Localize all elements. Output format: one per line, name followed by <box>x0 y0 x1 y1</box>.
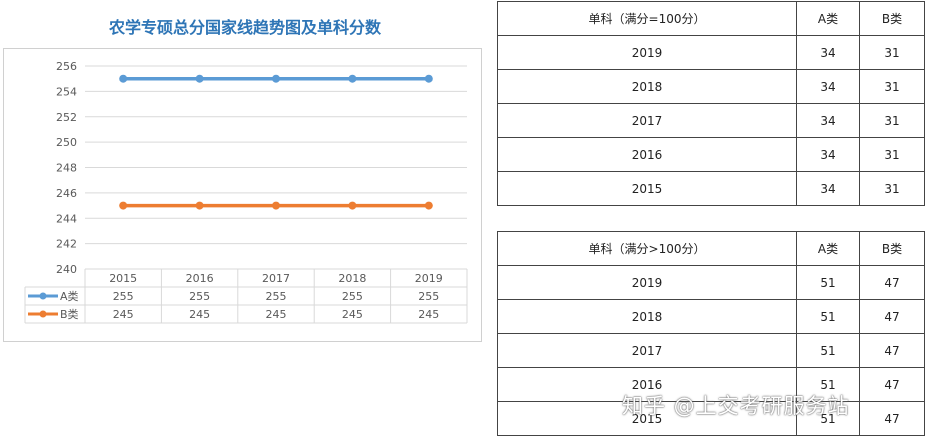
data-point <box>424 201 433 210</box>
table-row: 2018 51 47 <box>497 299 925 334</box>
table-header-row: 单科（满分>100分） A类 B类 <box>497 231 925 266</box>
cell-year: 2019 <box>497 265 797 300</box>
data-point <box>195 74 204 83</box>
y-tick-label: 256 <box>56 60 77 73</box>
cell-b: 31 <box>859 35 925 70</box>
cell-b: 47 <box>859 265 925 300</box>
cell-a: 51 <box>796 401 860 436</box>
watermark: 知乎 @上交考研服务站 <box>622 394 850 418</box>
data-point <box>348 201 357 210</box>
cell-b: 31 <box>859 171 925 206</box>
x-tick-label: 2019 <box>415 272 443 285</box>
data-point <box>272 74 280 83</box>
y-tick-label: 246 <box>56 187 77 200</box>
x-tick-label: 2017 <box>262 272 290 285</box>
x-tick-label: 2018 <box>338 272 366 285</box>
header-a: A类 <box>796 231 860 266</box>
cell-a: 34 <box>796 35 860 70</box>
score-table-max-100: 单科（满分=100分） A类 B类 2019 34 31 2018 34 31 … <box>497 1 925 206</box>
y-tick-label: 244 <box>56 212 77 225</box>
y-tick-label: 254 <box>56 85 77 98</box>
table-value: 245 <box>189 308 210 321</box>
legend-marker <box>39 310 47 318</box>
y-tick-label: 248 <box>56 162 77 175</box>
cell-b: 47 <box>859 299 925 334</box>
table-row: 2018 34 31 <box>497 69 925 104</box>
table-value: 245 <box>113 308 134 321</box>
x-tick-label: 2016 <box>186 272 214 285</box>
cell-b: 47 <box>859 401 925 436</box>
cell-a: 51 <box>796 265 860 300</box>
cell-year: 2015 <box>497 171 797 206</box>
data-point <box>195 201 204 210</box>
line-chart: 240 242 244 246 248 250 252 254 256 2015 2016 2017 2… <box>24 60 468 324</box>
table-row: 2015 34 31 <box>497 171 925 206</box>
cell-a: 51 <box>796 299 860 334</box>
table-row: 2017 34 31 <box>497 103 925 138</box>
y-tick-label: 240 <box>56 263 77 276</box>
cell-year: 2015 <box>497 401 797 436</box>
header-b: B类 <box>859 1 925 36</box>
data-point <box>272 201 280 210</box>
y-tick-label: 250 <box>56 136 77 149</box>
table-row: 2016 51 47 <box>497 367 925 402</box>
y-tick-label: 252 <box>56 111 77 124</box>
legend-label: A类 <box>60 289 79 303</box>
table-value: 255 <box>189 290 210 303</box>
table-value: 245 <box>418 308 439 321</box>
cell-a: 51 <box>796 333 860 368</box>
table-value: 255 <box>342 290 363 303</box>
cell-b: 47 <box>859 367 925 402</box>
header-b: B类 <box>859 231 925 266</box>
cell-a: 34 <box>796 103 860 138</box>
cell-year: 2016 <box>497 137 797 172</box>
cell-b: 47 <box>859 333 925 368</box>
cell-b: 31 <box>859 69 925 104</box>
cell-a: 34 <box>796 137 860 172</box>
chart-title: 农学专硕总分国家线趋势图及单科分数 <box>108 18 381 37</box>
table-row: 2016 34 31 <box>497 137 925 172</box>
cell-a: 51 <box>796 367 860 402</box>
cell-year: 2018 <box>497 299 797 334</box>
legend-label: B类 <box>60 307 79 321</box>
table-row: 2019 51 47 <box>497 265 925 300</box>
data-point <box>119 201 128 210</box>
cell-a: 34 <box>796 69 860 104</box>
table-value: 255 <box>418 290 439 303</box>
data-point <box>119 74 128 83</box>
cell-year: 2016 <box>497 367 797 402</box>
cell-b: 31 <box>859 137 925 172</box>
table-row: 2019 34 31 <box>497 35 925 70</box>
table-value: 245 <box>266 308 287 321</box>
score-table-over-100: 单科（满分>100分） A类 B类 2019 51 47 2018 51 47 … <box>497 231 925 436</box>
header-subject: 单科（满分=100分） <box>497 1 797 36</box>
table-value: 255 <box>113 290 134 303</box>
header-subject: 单科（满分>100分） <box>497 231 797 266</box>
cell-year: 2017 <box>497 103 797 138</box>
cell-year: 2019 <box>497 35 797 70</box>
cell-a: 34 <box>796 171 860 206</box>
chart-frame <box>3 48 482 342</box>
cell-b: 31 <box>859 103 925 138</box>
table-value: 255 <box>266 290 287 303</box>
table-value: 245 <box>342 308 363 321</box>
cell-year: 2017 <box>497 333 797 368</box>
y-tick-label: 242 <box>56 238 77 251</box>
table-row: 2015 51 47 <box>497 401 925 436</box>
x-tick-label: 2015 <box>109 272 137 285</box>
header-a: A类 <box>796 1 860 36</box>
table-header-row: 单科（满分=100分） A类 B类 <box>497 1 925 36</box>
data-point <box>424 74 433 83</box>
table-row: 2017 51 47 <box>497 333 925 368</box>
data-point <box>348 74 357 83</box>
cell-year: 2018 <box>497 69 797 104</box>
legend-marker <box>39 292 47 300</box>
